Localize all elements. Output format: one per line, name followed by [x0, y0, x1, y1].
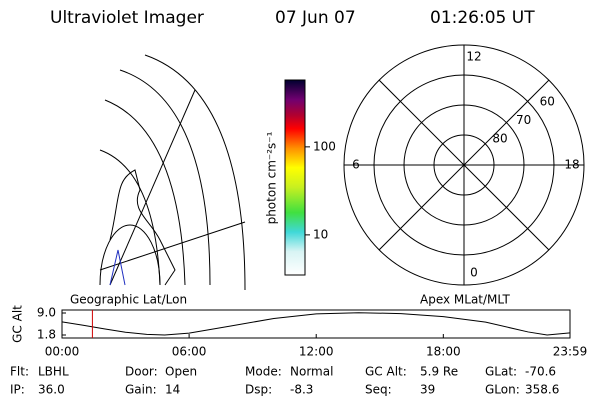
field-label: IP: [10, 383, 25, 397]
map-arc [99, 224, 161, 286]
mlt-label: 12 [466, 50, 481, 64]
coastline [109, 249, 126, 286]
map-arc [119, 69, 211, 286]
title: Ultraviolet Imager [50, 8, 204, 28]
colorbar [284, 79, 306, 276]
field-value: 14 [165, 383, 180, 397]
mlt-label: 6 [352, 158, 360, 172]
mlt-label: 0 [470, 266, 478, 280]
field-value: LBHL [38, 365, 69, 379]
x-tick-label: 18:00 [426, 345, 461, 359]
field-label: Seq: [365, 383, 392, 397]
field-label: Mode: [245, 365, 282, 379]
x-tick-label: 06:00 [172, 345, 207, 359]
field-value: 39 [420, 383, 435, 397]
map-label: Geographic Lat/Lon [70, 293, 187, 307]
field-value: Normal [290, 365, 333, 379]
mlt-label: 18 [564, 158, 579, 172]
field-value: 36.0 [38, 383, 65, 397]
field-label: GC Alt: [365, 365, 407, 379]
field-label: Gain: [125, 383, 157, 397]
field-value: Open [165, 365, 197, 379]
polar-label: Apex MLat/MLT [420, 293, 510, 307]
lat-label: 60 [540, 94, 555, 108]
field-label: Flt: [10, 365, 29, 379]
x-tick-label: 23:59 [553, 345, 588, 359]
field-value: -70.6 [525, 365, 556, 379]
lat-label: 70 [516, 113, 531, 127]
field-label: GLon: [485, 383, 520, 397]
field-value: -8.3 [290, 383, 313, 397]
alt-line [61, 312, 571, 336]
map-line [109, 89, 196, 286]
colorbar-tick-label: 100 [313, 139, 336, 153]
field-value: 5.9 Re [420, 365, 458, 379]
map: Geographic Lat/Lon [70, 54, 246, 307]
colorbar-tick-label: 10 [313, 227, 328, 241]
field-label: Door: [125, 365, 158, 379]
lat-ring [403, 104, 525, 226]
y-tick-label: 9.0 [37, 306, 56, 320]
coastline [109, 169, 176, 286]
polar-axis [378, 79, 550, 251]
lat-ring [433, 134, 495, 196]
x-tick-label: 12:00 [299, 345, 334, 359]
colorbar-label: photon cm⁻²s⁻¹ [265, 131, 279, 224]
map-arc [104, 99, 186, 286]
polar: Apex MLat/MLT [343, 44, 585, 307]
time: 01:26:05 UT [430, 8, 535, 28]
map-line [99, 221, 246, 271]
field-label: Dsp: [245, 383, 272, 397]
field-value: 358.6 [525, 383, 559, 397]
map-arc [99, 149, 161, 286]
x-tick-label: 00:00 [45, 345, 80, 359]
y-axis-label: GC Alt [11, 305, 25, 343]
date: 07 Jun 07 [275, 8, 356, 28]
field-label: GLat: [485, 365, 517, 379]
map-arc [144, 54, 246, 291]
lat-label: 80 [492, 131, 507, 145]
lat-ring [373, 74, 555, 256]
y-tick-label: 1.8 [37, 328, 56, 342]
